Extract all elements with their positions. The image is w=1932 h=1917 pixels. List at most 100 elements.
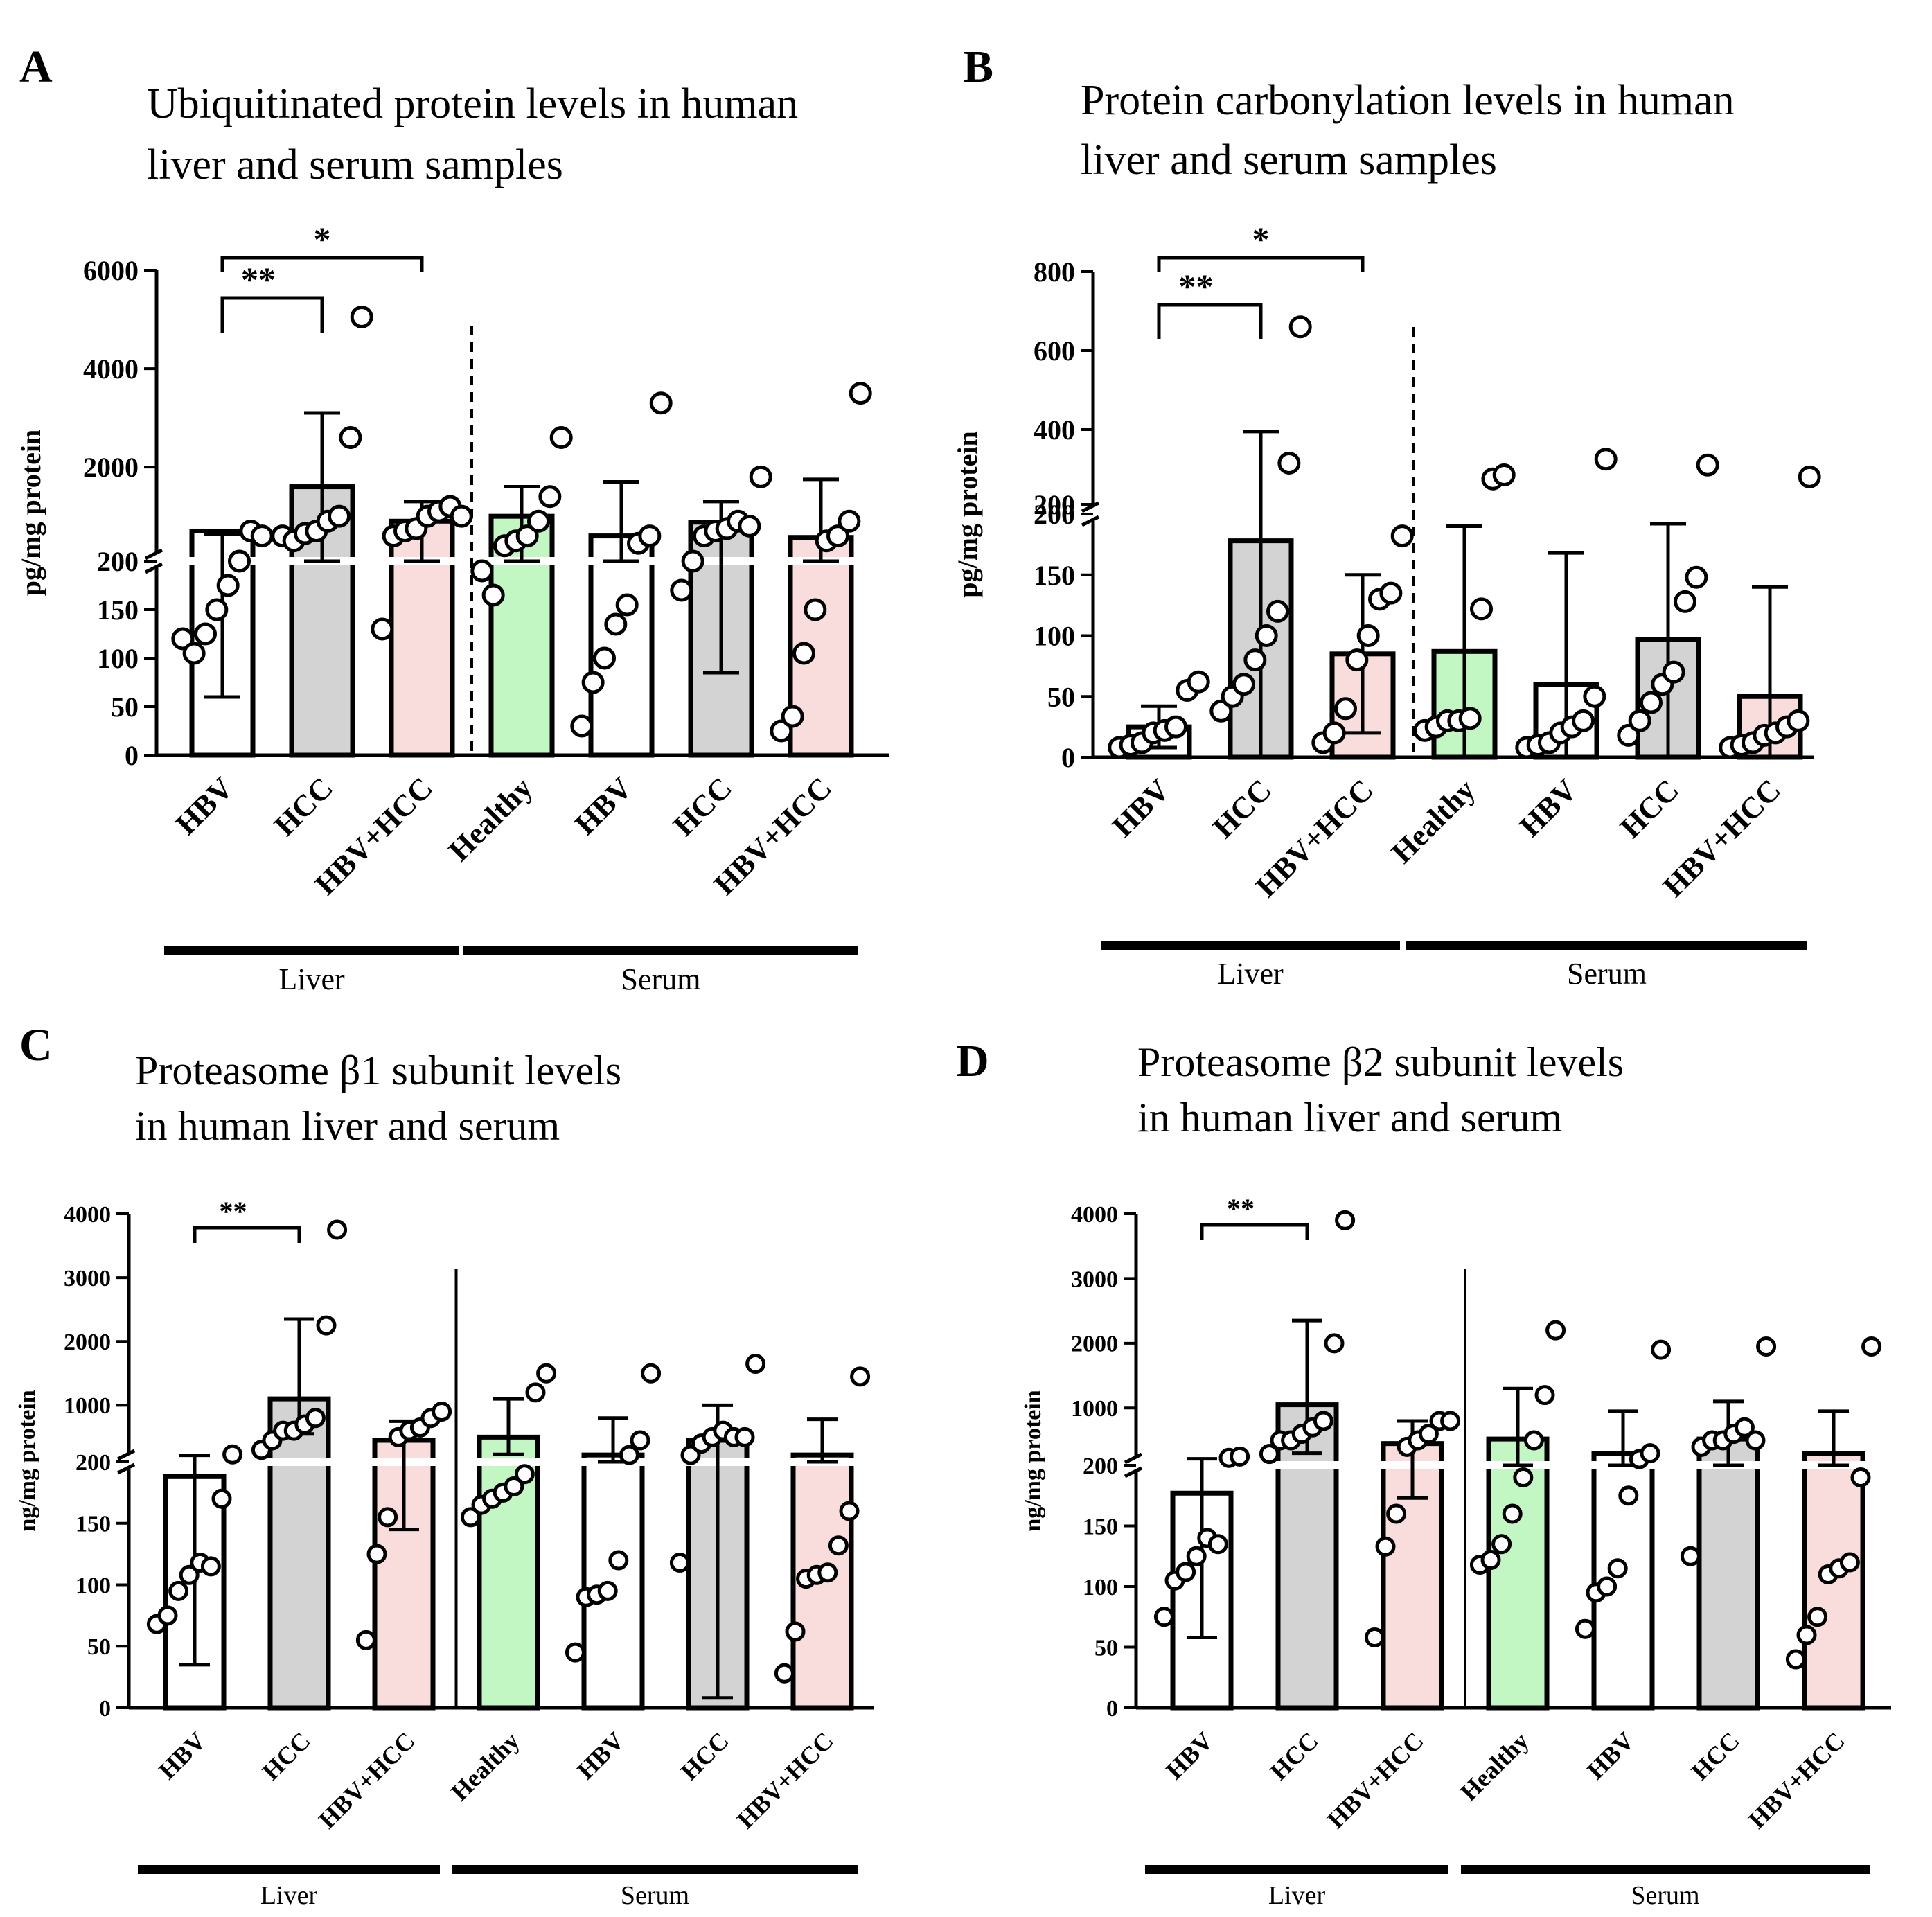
panel-title-line: liver and serum samples <box>1081 136 1497 184</box>
data-point <box>838 509 861 533</box>
data-point <box>745 1353 766 1374</box>
data-point <box>1390 524 1414 548</box>
category-label: HCC <box>1686 1726 1745 1785</box>
data-point <box>1674 590 1697 613</box>
data-point <box>1333 697 1357 721</box>
axis-break-mark <box>1081 501 1100 513</box>
data-point <box>549 426 573 450</box>
category-label: Healthy <box>1455 1726 1534 1806</box>
y-tick-label: 1000 <box>1071 1396 1118 1422</box>
data-point <box>1572 709 1595 732</box>
category-label: HBV <box>153 1726 211 1784</box>
significance-bracket <box>220 296 324 333</box>
data-point <box>460 1507 481 1528</box>
data-point <box>1324 1333 1345 1354</box>
data-point <box>355 1629 376 1650</box>
data-point <box>581 671 605 694</box>
data-point <box>1491 1534 1512 1555</box>
data-point <box>1597 1576 1618 1597</box>
data-point <box>1787 709 1810 732</box>
category-label: HBV+HCC <box>1322 1726 1429 1834</box>
data-point <box>527 509 551 533</box>
panel-title-line: in human liver and serum <box>135 1103 560 1149</box>
data-point <box>1617 723 1640 747</box>
significance-bracket <box>193 1226 301 1243</box>
data-point <box>1850 1467 1871 1487</box>
y-tick-label: 2000 <box>1071 1332 1118 1357</box>
group-bracket <box>138 1865 440 1874</box>
data-point <box>1575 1618 1595 1639</box>
group-label: Liver <box>1217 957 1284 991</box>
panel-title-line: Protein carbonylation levels in human <box>1081 77 1735 124</box>
category-label: HBV <box>1106 772 1176 843</box>
data-point <box>1379 581 1403 605</box>
data-point <box>785 1621 806 1642</box>
axis-break-mark <box>144 548 163 560</box>
y-tick-label: 200 <box>76 1450 111 1476</box>
data-point <box>604 612 628 636</box>
data-point <box>738 514 761 538</box>
group-label: Liver <box>1268 1881 1326 1910</box>
y-tick-label: 150 <box>76 1512 111 1537</box>
data-point <box>378 1507 398 1528</box>
data-point <box>1440 1411 1461 1431</box>
axis-break-mark <box>1124 1452 1143 1465</box>
y-tick-label: 1000 <box>64 1393 111 1419</box>
y-tick-label: 4000 <box>1071 1202 1118 1228</box>
category-label: HCC <box>1206 772 1278 845</box>
data-point <box>168 1580 189 1601</box>
y-axis-label: pg/mg protein <box>952 431 983 597</box>
category-label: HBV <box>1581 1726 1639 1784</box>
y-tick-label: 50 <box>111 691 139 723</box>
data-point <box>1345 648 1369 672</box>
data-point <box>525 1382 546 1403</box>
significance-label: * <box>1252 220 1270 258</box>
y-tick-label: 4000 <box>83 353 139 385</box>
panel-c: C Proteasome β1 subunit levels in human li… <box>15 1020 881 1910</box>
data-point <box>570 714 594 738</box>
group-bracket <box>452 1865 858 1874</box>
data-point <box>1322 721 1346 745</box>
y-tick-label: 150 <box>1034 560 1075 591</box>
data-point <box>1209 699 1233 723</box>
data-point <box>565 1642 585 1663</box>
bar <box>267 1396 331 1711</box>
data-point <box>681 549 704 573</box>
data-point <box>450 504 473 528</box>
data-point <box>1375 1536 1396 1557</box>
group-bracket <box>164 946 459 955</box>
data-point <box>1680 1546 1701 1566</box>
data-point <box>536 1363 557 1384</box>
group-label: Liver <box>260 1881 318 1910</box>
y-tick-label: 0 <box>125 740 139 771</box>
y-tick-label: 4000 <box>64 1202 111 1228</box>
data-point <box>216 574 240 597</box>
panel-title-line: Ubiquitinated protein levels in human <box>147 80 798 127</box>
data-point <box>734 1426 755 1447</box>
panel-title-line: Proteasome β2 subunit levels <box>1137 1039 1624 1085</box>
group-label: Liver <box>278 962 345 996</box>
y-tick-label: 50 <box>87 1634 111 1660</box>
data-point <box>316 1315 337 1336</box>
group-label: Serum <box>1631 1881 1699 1910</box>
data-point <box>200 1556 221 1577</box>
significance-bracket <box>220 256 424 272</box>
data-point <box>649 391 673 415</box>
data-point <box>1594 448 1618 471</box>
data-point <box>630 1430 650 1451</box>
data-point <box>1230 1446 1250 1467</box>
data-point <box>1534 1385 1555 1406</box>
data-point <box>179 1564 200 1585</box>
bar <box>372 1438 436 1711</box>
y-tick-label: 200 <box>1083 1454 1118 1479</box>
data-point <box>1176 1562 1196 1582</box>
y-axis-label: pg/mg protein <box>15 430 46 596</box>
y-tick-label: 200 <box>1034 499 1075 530</box>
data-point <box>1277 451 1301 475</box>
data-point <box>366 1544 387 1564</box>
group-bracket <box>1101 941 1400 950</box>
data-point <box>1418 1424 1439 1445</box>
category-label: Healthy <box>445 1726 525 1806</box>
data-point <box>638 524 662 548</box>
bar <box>788 535 854 758</box>
